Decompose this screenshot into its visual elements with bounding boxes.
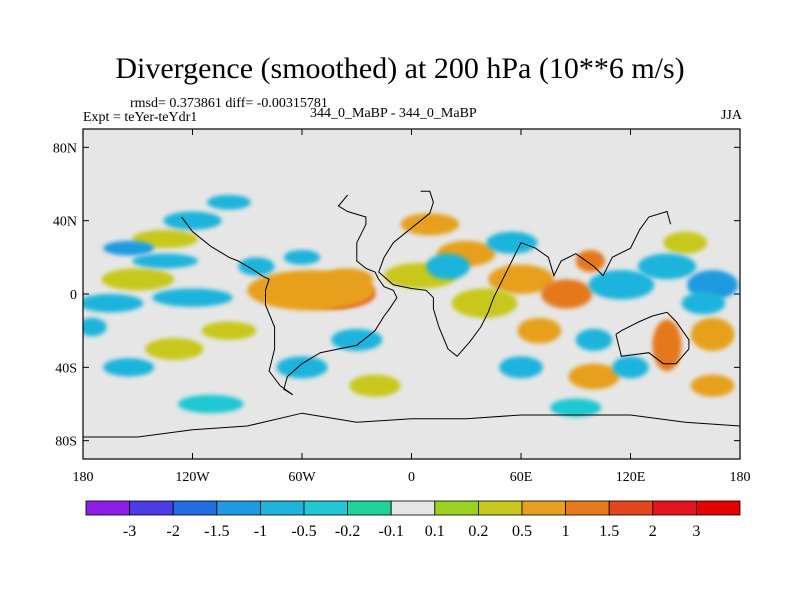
colorbar-swatch [608, 500, 654, 516]
colorbar-swatch [216, 500, 261, 516]
colorbar-label: -0.1 [379, 523, 404, 540]
colorbar-swatch [303, 500, 348, 516]
y-tick-label: 40N [53, 215, 77, 230]
field-feature-3 [322, 268, 374, 291]
field-feature-44 [550, 398, 602, 417]
field-feature-28 [426, 253, 470, 280]
y-tick-label: 80S [55, 435, 77, 450]
field-feature-24 [132, 253, 198, 269]
field-feature-7 [541, 279, 593, 309]
field-feature-14 [568, 363, 620, 390]
field-feature-32 [575, 328, 613, 351]
colorbar-label: 1 [562, 523, 570, 540]
field-feature-27 [238, 257, 275, 276]
colorbar-label: -0.5 [291, 523, 316, 540]
field-feature-6 [488, 264, 554, 295]
field-feature-31 [687, 270, 739, 300]
field-feature-13 [690, 374, 735, 397]
field-feature-11 [652, 319, 682, 372]
colorbar-label: 0.1 [425, 523, 445, 540]
models-label: 344_0_MaBP - 344_0_MaBP [310, 106, 477, 121]
field-feature-23 [152, 288, 233, 307]
field-feature-33 [612, 356, 649, 379]
x-tick-label: 60W [288, 470, 316, 485]
colorbar-swatch [696, 500, 741, 516]
x-tick-label: 120W [175, 470, 210, 485]
colorbar-label: 1.5 [599, 523, 619, 540]
outline-americas [181, 194, 398, 396]
field-feature-30 [637, 253, 697, 280]
colorbar-swatch [259, 500, 305, 516]
field-feature-20 [145, 338, 204, 360]
field-feature-9 [451, 288, 518, 318]
outline-africa_eurasia [378, 190, 672, 357]
x-tick-label: 180 [73, 470, 94, 485]
stats-text: rmsd= 0.373861 diff= -0.00315781 [130, 96, 328, 111]
colorbar-swatch [477, 500, 523, 516]
colorbar-swatch [390, 500, 436, 516]
experiment-label: Expt = teYer-teYdr1 [83, 110, 198, 125]
colorbar-label: 0.5 [512, 523, 532, 540]
colorbar-swatch [172, 500, 218, 516]
field-feature-38 [486, 231, 538, 254]
field-feature-36 [499, 356, 543, 379]
colorbar-label: 3 [692, 523, 700, 540]
continent-outlines [83, 190, 740, 438]
x-tick-label: 0 [408, 470, 415, 485]
colorbar-label: -1.5 [204, 523, 229, 540]
colorbar-label: -1 [254, 523, 267, 540]
outline-australia [615, 311, 690, 365]
field-feature-41 [681, 292, 726, 315]
field-feature-35 [276, 356, 328, 379]
field-feature-22 [83, 294, 144, 313]
colorbar: -3 -2 -1.5 -1 -0.5 -0.2 -0.1 0.1 0.2 0.5 1 1.5 2 3 [85, 500, 741, 540]
x-tick-label: 180 [730, 470, 751, 485]
field-feature-15 [517, 317, 562, 344]
chart-title: Divergence (smoothed) at 200 hPa (10**6 … [115, 52, 685, 85]
colorbar-swatch [652, 500, 697, 516]
colorbar-swatch [434, 500, 479, 516]
field-feature-26 [103, 240, 155, 256]
field-feature-12 [690, 317, 735, 351]
season-label: JJA [720, 108, 742, 123]
y-tick-label: 0 [70, 288, 77, 303]
colorbar-label: -2 [167, 523, 180, 540]
axes: 180 120W 60W 0 60E 120E 180 80N 40N 0 40S 80S [53, 129, 751, 485]
colorbar-swatch [521, 500, 566, 516]
outline-antarctica [83, 412, 740, 438]
field-feature-16 [101, 268, 175, 291]
colorbar-swatch [85, 500, 130, 516]
field-feature-29 [588, 270, 655, 300]
colorbar-label: 2 [649, 523, 657, 540]
colorbar-swatch [347, 500, 392, 516]
field-feature-5 [400, 213, 459, 236]
y-tick-label: 40S [55, 361, 77, 376]
divergence-field [83, 195, 739, 417]
field-feature-40 [283, 250, 321, 265]
field-feature-8 [575, 250, 605, 272]
field-feature-39 [207, 195, 251, 210]
colorbar-label: -0.2 [335, 523, 360, 540]
field-feature-43 [177, 394, 244, 414]
field-feature-18 [201, 321, 257, 340]
field-feature-37 [331, 328, 383, 351]
field-feature-19 [349, 374, 401, 397]
field-feature-34 [103, 358, 155, 377]
field-feature-21 [663, 231, 708, 254]
colorbar-swatch [129, 500, 174, 516]
field-feature-17 [132, 229, 198, 249]
colorbar-label: -3 [123, 523, 136, 540]
x-tick-label: 60E [510, 470, 533, 485]
colorbar-swatch [565, 500, 610, 516]
field-feature-25 [163, 211, 222, 230]
x-tick-label: 120E [616, 470, 646, 485]
colorbar-label: 0.2 [468, 523, 488, 540]
field-feature-42 [83, 317, 107, 337]
y-tick-label: 80N [53, 141, 77, 156]
